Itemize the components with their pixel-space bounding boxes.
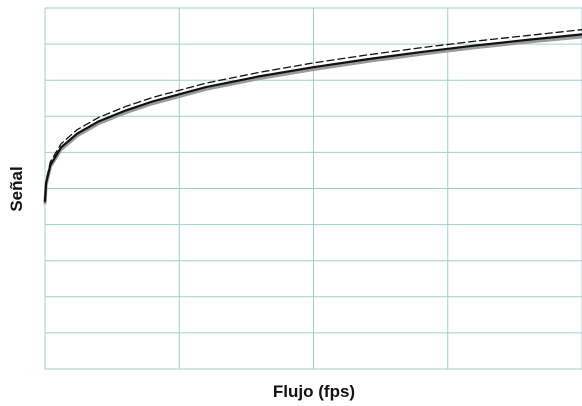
y-axis-label: Señal xyxy=(7,166,26,211)
chart-grid xyxy=(44,7,582,370)
series-line-solid-black xyxy=(43,33,582,203)
chart-series-layer xyxy=(43,29,582,205)
series-line-dashed-black xyxy=(44,29,582,200)
x-axis-label: Flujo (fps) xyxy=(273,382,355,401)
